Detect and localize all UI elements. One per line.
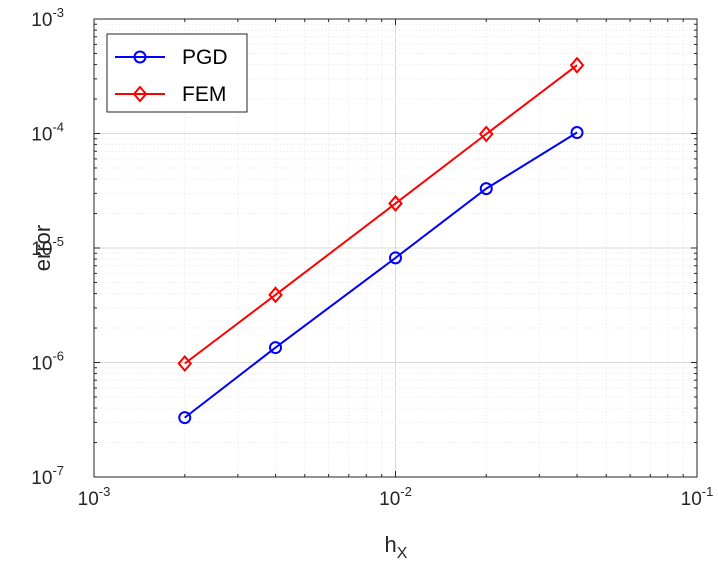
ticks bbox=[93, 19, 697, 478]
y-tick-label: 10-6 bbox=[31, 349, 64, 375]
y-tick-label: 10-3 bbox=[31, 5, 64, 31]
legend-marker-fem bbox=[132, 85, 148, 103]
data-point-fem bbox=[268, 286, 283, 304]
legend: PGD FEM bbox=[106, 33, 248, 113]
x-tick-label-base: 10 bbox=[78, 489, 99, 510]
data-point-pgd bbox=[269, 341, 283, 355]
x-tick-label: 10-1 bbox=[681, 484, 714, 510]
data-point-fem bbox=[388, 194, 403, 212]
series-line-fem bbox=[184, 64, 578, 365]
y-tick-label-exponent: -3 bbox=[52, 5, 64, 20]
legend-label-fem: FEM bbox=[182, 83, 226, 106]
tick-labels: 10-3 10-2 10-110-710-610-510-410-3 bbox=[31, 5, 713, 510]
data-point-fem bbox=[569, 56, 585, 74]
legend-label-pgd: PGD bbox=[182, 46, 228, 69]
y-tick-label-exponent: -4 bbox=[52, 120, 64, 135]
x-tick-label: 10-2 bbox=[379, 484, 412, 510]
y-tick-label-exponent: -7 bbox=[52, 463, 64, 478]
y-tick-label-base: 10 bbox=[31, 468, 52, 489]
x-tick-label-exponent: -1 bbox=[702, 484, 714, 499]
x-tick-label-exponent: -2 bbox=[400, 484, 412, 499]
y-tick-label-base: 10 bbox=[31, 125, 52, 146]
data-point-pgd bbox=[479, 182, 493, 196]
legend-marker-pgd bbox=[133, 50, 147, 64]
y-tick-label: 10-5 bbox=[31, 234, 64, 260]
y-tick-label-base: 10 bbox=[31, 10, 52, 31]
x-axis-label: hX bbox=[385, 532, 408, 562]
x-axis-label-main: h bbox=[385, 532, 397, 557]
data-point-fem bbox=[478, 125, 494, 143]
x-tick-label: 10-3 bbox=[78, 484, 111, 510]
legend-box bbox=[106, 33, 248, 113]
data-point-fem bbox=[177, 354, 193, 373]
y-tick-label: 10-7 bbox=[31, 463, 64, 489]
y-axis-label: error bbox=[30, 225, 55, 271]
y-tick-label: 10-4 bbox=[31, 120, 64, 146]
series-line-pgd bbox=[184, 131, 578, 419]
y-tick-label-exponent: -5 bbox=[52, 234, 64, 249]
y-tick-label-exponent: -6 bbox=[52, 349, 64, 364]
x-tick-label-base: 10 bbox=[379, 489, 400, 510]
y-tick-label-base: 10 bbox=[31, 354, 52, 375]
data-point-pgd bbox=[389, 251, 402, 265]
data-point-pgd bbox=[570, 126, 584, 140]
series-layer bbox=[177, 56, 585, 425]
y-tick-label-base: 10 bbox=[31, 239, 52, 260]
x-tick-label-exponent: -3 bbox=[99, 484, 111, 499]
grid bbox=[94, 19, 697, 477]
x-axis-label-sub: X bbox=[397, 545, 408, 562]
x-tick-label-base: 10 bbox=[681, 489, 702, 510]
data-point-pgd bbox=[178, 411, 192, 425]
